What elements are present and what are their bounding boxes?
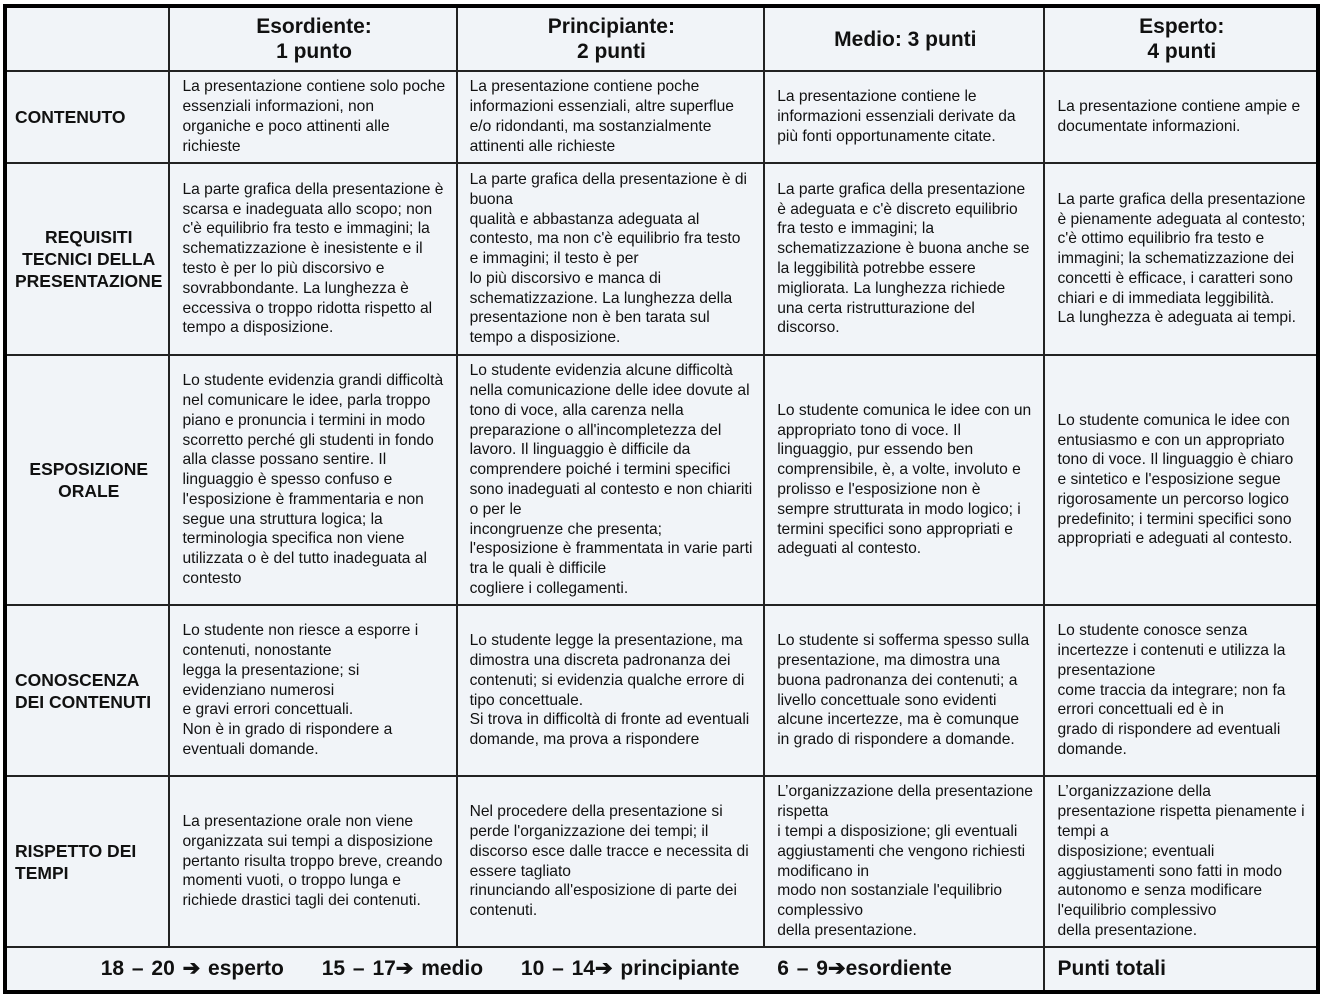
row-rispetto-tempi: RISPETTO DEI TEMPI La presentazione orale… [3, 775, 1319, 948]
scale-medio: 15 – 17➔ medio [321, 957, 484, 981]
descriptor-cell: La presentazione contiene ampie e docume… [1043, 70, 1319, 164]
descriptor-cell: La parte grafica della presentazione è p… [1043, 162, 1319, 356]
descriptor-cell: Lo studente evidenzia alcune difficoltà … [455, 354, 766, 606]
criterion-label: ESPOSIZIONE ORALE [3, 354, 171, 606]
descriptor-cell: La parte grafica della presentazione è a… [763, 162, 1046, 356]
criterion-label: REQUISITI TECNICI DELLA PRESENTAZIONE [3, 162, 171, 356]
descriptor-cell: La presentazione contiene poche informaz… [455, 70, 766, 164]
descriptor-cell: La parte grafica della presentazione è d… [455, 162, 766, 356]
header-row: Esordiente: 1 punto Principiante: 2 punt… [3, 5, 1319, 72]
scale-esperto: 18 – 20 ➔ esperto [100, 957, 284, 981]
total-points-label: Punti totali [1043, 946, 1319, 993]
header-esordiente: Esordiente: 1 punto [168, 5, 458, 72]
header-medio: Medio: 3 punti [763, 5, 1046, 72]
header-esperto: Esperto: 4 punti [1043, 5, 1319, 72]
descriptor-cell: La parte grafica della presentazione è s… [168, 162, 458, 356]
descriptor-cell: L’organizzazione della presentazione ris… [1043, 775, 1319, 948]
descriptor-cell: Lo studente evidenzia grandi difficoltà … [168, 354, 458, 606]
score-scale: 18 – 20 ➔ esperto 15 – 17➔ medio 10 – 14… [3, 946, 1046, 993]
criterion-label: CONOSCENZA DEI CONTENUTI [3, 604, 171, 777]
header-empty [3, 5, 171, 72]
criterion-label: RISPETTO DEI TEMPI [3, 775, 171, 948]
descriptor-cell: Lo studente legge la presentazione, ma d… [455, 604, 766, 777]
scale-esordiente: 6 – 9➔esordiente [777, 957, 952, 981]
row-esposizione-orale: ESPOSIZIONE ORALE Lo studente evidenzia g… [3, 354, 1319, 606]
descriptor-cell: Lo studente comunica le idee con un appr… [763, 354, 1046, 606]
row-conoscenza-contenuti: CONOSCENZA DEI CONTENUTI Lo studente non … [3, 604, 1319, 777]
rubric-table: Esordiente: 1 punto Principiante: 2 punt… [3, 4, 1320, 994]
descriptor-cell: Lo studente conosce senza incertezze i c… [1043, 604, 1319, 777]
descriptor-cell: L’organizzazione della presentazione ris… [763, 775, 1046, 948]
footer-row: 18 – 20 ➔ esperto 15 – 17➔ medio 10 – 14… [3, 946, 1319, 993]
criterion-label: CONTENUTO [3, 70, 171, 164]
descriptor-cell: La presentazione contiene solo poche ess… [168, 70, 458, 164]
scale-principiante: 10 – 14➔ principiante [520, 957, 740, 981]
row-contenuto: CONTENUTO La presentazione contiene solo … [3, 70, 1319, 164]
row-requisiti-tecnici: REQUISITI TECNICI DELLA PRESENTAZIONE La … [3, 162, 1319, 356]
descriptor-cell: Lo studente si sofferma spesso sulla pre… [763, 604, 1046, 777]
descriptor-cell: Nel procedere della presentazione si per… [455, 775, 766, 948]
descriptor-cell: La presentazione orale non viene organiz… [168, 775, 458, 948]
descriptor-cell: Lo studente comunica le idee con entusia… [1043, 354, 1319, 606]
header-principiante: Principiante: 2 punti [455, 5, 766, 72]
descriptor-cell: Lo studente non riesce a esporre i conte… [168, 604, 458, 777]
descriptor-cell: La presentazione contiene le informazion… [763, 70, 1046, 164]
